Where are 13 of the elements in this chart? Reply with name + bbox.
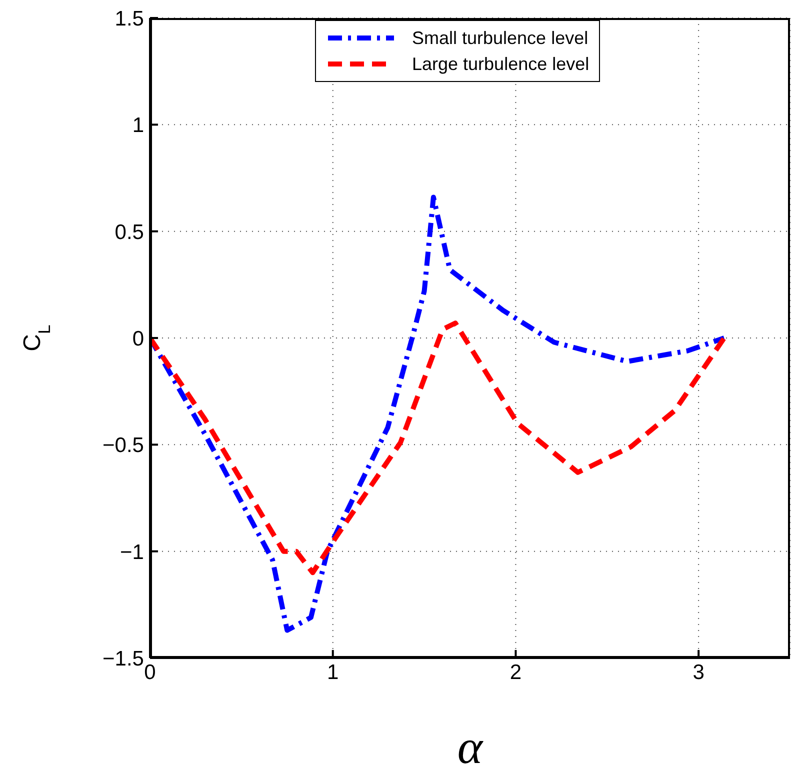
legend-label: Large turbulence level bbox=[412, 53, 590, 76]
y-tick-label: −1 bbox=[120, 540, 144, 564]
y-tick-label: −0.5 bbox=[102, 434, 144, 458]
y-tick-label: −1.5 bbox=[102, 647, 144, 670]
x-tick-label: 1 bbox=[327, 660, 339, 684]
y-tick-label: 0.5 bbox=[114, 220, 144, 244]
y-tick-label: 1 bbox=[132, 114, 144, 138]
x-tick-label: 3 bbox=[692, 660, 704, 684]
y-tick-label: 1.5 bbox=[114, 7, 144, 30]
x-axis-title: α bbox=[457, 721, 484, 771]
x-tick-label: 2 bbox=[510, 660, 522, 684]
y-tick-label: 0 bbox=[132, 327, 144, 350]
legend-label: Small turbulence level bbox=[412, 27, 588, 50]
